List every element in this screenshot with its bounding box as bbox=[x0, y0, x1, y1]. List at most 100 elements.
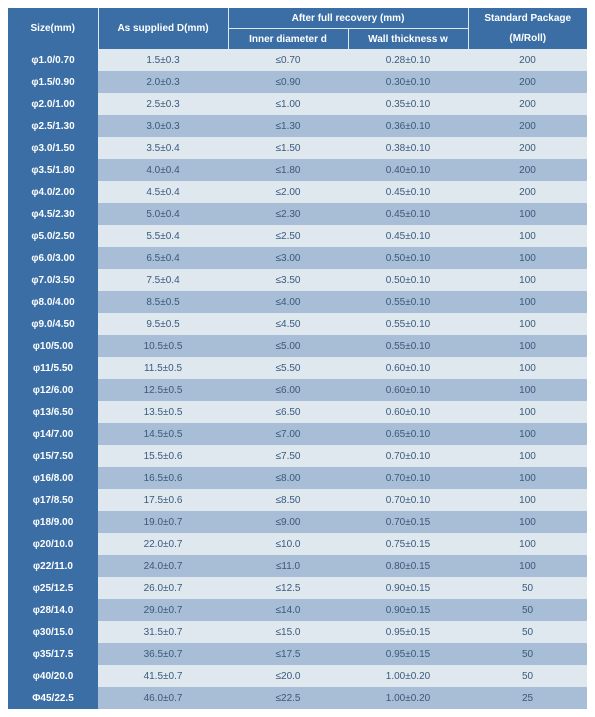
cell-inner: ≤7.00 bbox=[228, 423, 348, 445]
cell-package: 100 bbox=[468, 533, 587, 555]
cell-wall: 0.95±0.15 bbox=[348, 643, 468, 665]
cell-size: φ35/17.5 bbox=[8, 643, 98, 665]
table-row: φ15/7.5015.5±0.6≤7.500.70±0.10100 bbox=[8, 445, 587, 467]
cell-wall: 0.80±0.15 bbox=[348, 555, 468, 577]
cell-size: φ7.0/3.50 bbox=[8, 269, 98, 291]
cell-size: φ16/8.00 bbox=[8, 467, 98, 489]
table-row: φ2.5/1.303.0±0.3≤1.300.36±0.10200 bbox=[8, 115, 587, 137]
cell-wall: 0.40±0.10 bbox=[348, 159, 468, 181]
cell-package: 100 bbox=[468, 225, 587, 247]
cell-inner: ≤10.0 bbox=[228, 533, 348, 555]
cell-package: 200 bbox=[468, 71, 587, 93]
cell-size: φ30/15.0 bbox=[8, 621, 98, 643]
cell-inner: ≤12.5 bbox=[228, 577, 348, 599]
table-row: Φ45/22.546.0±0.7≤22.51.00±0.2025 bbox=[8, 687, 587, 709]
cell-package: 100 bbox=[468, 269, 587, 291]
cell-inner: ≤14.0 bbox=[228, 599, 348, 621]
table-row: φ25/12.526.0±0.7≤12.50.90±0.1550 bbox=[8, 577, 587, 599]
cell-wall: 0.55±0.10 bbox=[348, 313, 468, 335]
cell-inner: ≤17.5 bbox=[228, 643, 348, 665]
cell-wall: 0.70±0.10 bbox=[348, 489, 468, 511]
cell-supplied: 26.0±0.7 bbox=[98, 577, 228, 599]
cell-inner: ≤8.50 bbox=[228, 489, 348, 511]
cell-package: 200 bbox=[468, 181, 587, 203]
cell-size: φ2.5/1.30 bbox=[8, 115, 98, 137]
cell-supplied: 5.0±0.4 bbox=[98, 203, 228, 225]
table-row: φ16/8.0016.5±0.6≤8.000.70±0.10100 bbox=[8, 467, 587, 489]
cell-supplied: 14.5±0.5 bbox=[98, 423, 228, 445]
table-row: φ20/10.022.0±0.7≤10.00.75±0.15100 bbox=[8, 533, 587, 555]
cell-inner: ≤7.50 bbox=[228, 445, 348, 467]
cell-package: 100 bbox=[468, 555, 587, 577]
cell-package: 50 bbox=[468, 643, 587, 665]
cell-package: 50 bbox=[468, 621, 587, 643]
cell-supplied: 46.0±0.7 bbox=[98, 687, 228, 709]
cell-wall: 0.60±0.10 bbox=[348, 379, 468, 401]
cell-package: 100 bbox=[468, 445, 587, 467]
cell-package: 100 bbox=[468, 489, 587, 511]
cell-wall: 0.55±0.10 bbox=[348, 335, 468, 357]
table-row: φ1.0/0.701.5±0.3≤0.700.28±0.10200 bbox=[8, 49, 587, 71]
table-row: φ28/14.029.0±0.7≤14.00.90±0.1550 bbox=[8, 599, 587, 621]
table-row: φ35/17.536.5±0.7≤17.50.95±0.1550 bbox=[8, 643, 587, 665]
cell-size: φ14/7.00 bbox=[8, 423, 98, 445]
cell-inner: ≤4.50 bbox=[228, 313, 348, 335]
cell-package: 100 bbox=[468, 291, 587, 313]
cell-wall: 0.50±0.10 bbox=[348, 269, 468, 291]
cell-size: φ10/5.00 bbox=[8, 335, 98, 357]
cell-supplied: 17.5±0.6 bbox=[98, 489, 228, 511]
header-supplied: As supplied D(mm) bbox=[98, 8, 228, 49]
cell-supplied: 2.0±0.3 bbox=[98, 71, 228, 93]
spec-table: Size(mm) As supplied D(mm) After full re… bbox=[8, 8, 587, 709]
cell-supplied: 29.0±0.7 bbox=[98, 599, 228, 621]
cell-supplied: 19.0±0.7 bbox=[98, 511, 228, 533]
cell-supplied: 5.5±0.4 bbox=[98, 225, 228, 247]
cell-package: 100 bbox=[468, 401, 587, 423]
table-row: φ12/6.0012.5±0.5≤6.000.60±0.10100 bbox=[8, 379, 587, 401]
table-row: φ1.5/0.902.0±0.3≤0.900.30±0.10200 bbox=[8, 71, 587, 93]
table-row: φ22/11.024.0±0.7≤11.00.80±0.15100 bbox=[8, 555, 587, 577]
cell-inner: ≤6.00 bbox=[228, 379, 348, 401]
cell-wall: 0.65±0.10 bbox=[348, 423, 468, 445]
cell-package: 200 bbox=[468, 159, 587, 181]
cell-inner: ≤2.30 bbox=[228, 203, 348, 225]
cell-package: 100 bbox=[468, 335, 587, 357]
cell-supplied: 11.5±0.5 bbox=[98, 357, 228, 379]
cell-package: 200 bbox=[468, 49, 587, 71]
table-row: φ14/7.0014.5±0.5≤7.000.65±0.10100 bbox=[8, 423, 587, 445]
table-row: φ17/8.5017.5±0.6≤8.500.70±0.10100 bbox=[8, 489, 587, 511]
cell-wall: 0.45±0.10 bbox=[348, 225, 468, 247]
header-wall: Wall thickness w bbox=[348, 29, 468, 50]
cell-package: 200 bbox=[468, 137, 587, 159]
table-row: φ7.0/3.507.5±0.4≤3.500.50±0.10100 bbox=[8, 269, 587, 291]
cell-package: 50 bbox=[468, 665, 587, 687]
cell-wall: 0.45±0.10 bbox=[348, 203, 468, 225]
cell-supplied: 4.0±0.4 bbox=[98, 159, 228, 181]
cell-inner: ≤2.50 bbox=[228, 225, 348, 247]
cell-inner: ≤4.00 bbox=[228, 291, 348, 313]
table-row: φ13/6.5013.5±0.5≤6.500.60±0.10100 bbox=[8, 401, 587, 423]
cell-package: 100 bbox=[468, 203, 587, 225]
cell-package: 50 bbox=[468, 577, 587, 599]
cell-wall: 0.55±0.10 bbox=[348, 291, 468, 313]
cell-wall: 0.35±0.10 bbox=[348, 93, 468, 115]
cell-package: 100 bbox=[468, 511, 587, 533]
cell-size: φ1.5/0.90 bbox=[8, 71, 98, 93]
table-row: φ9.0/4.509.5±0.5≤4.500.55±0.10100 bbox=[8, 313, 587, 335]
cell-inner: ≤11.0 bbox=[228, 555, 348, 577]
cell-supplied: 7.5±0.4 bbox=[98, 269, 228, 291]
cell-inner: ≤1.80 bbox=[228, 159, 348, 181]
table-row: φ8.0/4.008.5±0.5≤4.000.55±0.10100 bbox=[8, 291, 587, 313]
header-roll: (M/Roll) bbox=[468, 29, 587, 50]
cell-supplied: 3.0±0.3 bbox=[98, 115, 228, 137]
cell-size: φ1.0/0.70 bbox=[8, 49, 98, 71]
cell-size: φ15/7.50 bbox=[8, 445, 98, 467]
table-row: φ6.0/3.006.5±0.4≤3.000.50±0.10100 bbox=[8, 247, 587, 269]
table-row: φ3.5/1.804.0±0.4≤1.800.40±0.10200 bbox=[8, 159, 587, 181]
cell-supplied: 10.5±0.5 bbox=[98, 335, 228, 357]
cell-wall: 0.38±0.10 bbox=[348, 137, 468, 159]
cell-wall: 0.60±0.10 bbox=[348, 357, 468, 379]
cell-supplied: 16.5±0.6 bbox=[98, 467, 228, 489]
cell-supplied: 13.5±0.5 bbox=[98, 401, 228, 423]
cell-size: φ9.0/4.50 bbox=[8, 313, 98, 335]
